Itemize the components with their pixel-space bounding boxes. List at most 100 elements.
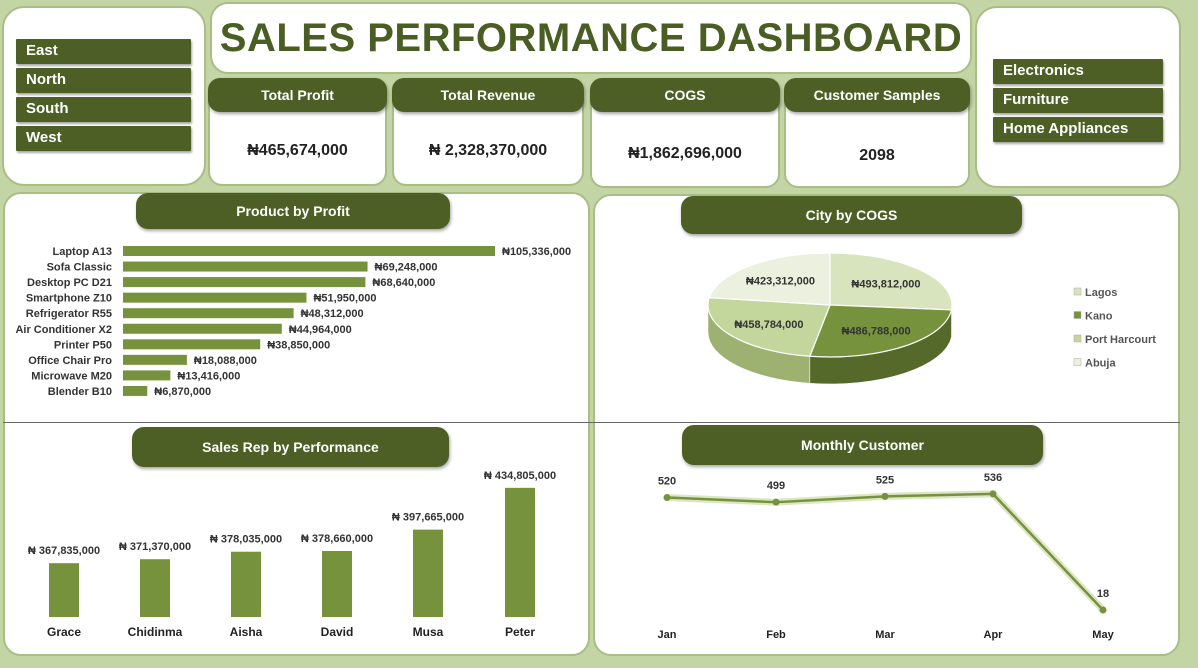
product-label: Sofa Classic	[47, 262, 112, 274]
legend-label[interactable]: Abuja	[1085, 358, 1116, 370]
product-bar[interactable]	[123, 354, 187, 365]
line-value-label: 536	[984, 472, 1002, 484]
line-value-label: 520	[658, 475, 676, 487]
pie-slice[interactable]	[829, 252, 953, 311]
region-button-east[interactable]: East	[16, 39, 191, 64]
kpi-total-revenue: Total Revenue ₦ 2,328,370,000	[392, 78, 584, 186]
region-button-south[interactable]: South	[16, 97, 191, 122]
line-point[interactable]	[1099, 606, 1107, 614]
product-bar[interactable]	[123, 308, 294, 319]
product-bar[interactable]	[123, 385, 148, 396]
rep-value-label: ₦ 371,370,000	[119, 541, 191, 553]
product-bar[interactable]	[123, 277, 366, 288]
product-label: Printer P50	[54, 339, 112, 351]
city-cogs-chart: ₦493,812,000 ₦486,788,000 ₦458,784,000 ₦423…	[707, 252, 1156, 385]
category-button-electronics[interactable]: Electronics	[993, 59, 1163, 84]
rep-name-label: Peter	[505, 625, 535, 639]
region-button-west[interactable]: West	[16, 126, 191, 151]
month-label: May	[1092, 629, 1114, 641]
month-label: Jan	[658, 629, 677, 641]
product-label: Microwave M20	[31, 370, 112, 382]
product-value-label: ₦51,950,000	[313, 293, 376, 305]
product-profit-chart: Laptop A13 ₦105,336,000 Sofa Classic ₦69,24…	[15, 246, 571, 398]
product-value-label: ₦13,416,000	[177, 370, 240, 382]
dashboard-title: SALES PERFORMANCE DASHBOARD	[219, 16, 963, 60]
legend-swatch	[1073, 311, 1082, 319]
region-button-north[interactable]: North	[16, 68, 191, 93]
month-label: Feb	[766, 629, 786, 641]
product-value-label: ₦69,248,000	[375, 262, 438, 274]
kpi-cogs: COGS ₦1,862,696,000	[590, 78, 780, 188]
product-label: Air Conditioner X2	[15, 324, 112, 336]
rep-name-label: Musa	[413, 625, 444, 639]
month-label: Apr	[984, 629, 1004, 641]
product-bar[interactable]	[123, 261, 368, 272]
chart-title-product-profit: Product by Profit	[136, 193, 450, 229]
rep-bar[interactable]	[49, 563, 79, 617]
legend-label[interactable]: Kano	[1085, 311, 1113, 323]
product-label: Blender B10	[48, 386, 112, 398]
kpi-value: ₦ 2,328,370,000	[428, 142, 548, 159]
legend-label[interactable]: Lagos	[1085, 287, 1117, 299]
product-value-label: ₦105,336,000	[502, 246, 571, 258]
series-line	[666, 492, 1104, 611]
kpi-label: Customer Samples	[784, 78, 970, 112]
rep-value-label: ₦ 378,035,000	[210, 534, 282, 546]
product-value-label: ₦6,870,000	[154, 386, 211, 398]
rep-bar[interactable]	[505, 487, 535, 617]
kpi-total-profit: Total Profit ₦465,674,000	[208, 78, 387, 186]
month-label: Mar	[875, 629, 895, 641]
rep-name-label: Grace	[47, 625, 81, 639]
pie-slice[interactable]	[707, 296, 831, 357]
product-bar[interactable]	[123, 292, 307, 303]
product-bar[interactable]	[123, 370, 171, 381]
category-button-home-appliances[interactable]: Home Appliances	[993, 117, 1163, 142]
rep-name-label: David	[321, 625, 354, 639]
kpi-value: ₦465,674,000	[247, 142, 348, 159]
product-value-label: ₦48,312,000	[301, 308, 364, 320]
rep-bar[interactable]	[140, 559, 170, 617]
monthly-customer-chart: 520 Jan 499 Feb 525 Mar 536 Apr 18 May	[658, 472, 1115, 641]
chart-title-monthly-customer: Monthly Customer	[682, 425, 1043, 465]
line-point[interactable]	[663, 493, 671, 501]
kpi-customer-samples: Customer Samples 2098	[784, 78, 970, 188]
kpi-label: COGS	[590, 78, 780, 112]
product-label: Office Chair Pro	[28, 355, 112, 367]
product-bar[interactable]	[123, 323, 282, 334]
product-bar[interactable]	[123, 246, 495, 256]
series-glow	[666, 490, 1106, 613]
rep-value-label: ₦ 434,805,000	[484, 470, 556, 482]
legend-swatch	[1073, 287, 1082, 296]
product-label: Refrigerator R55	[26, 308, 112, 320]
line-value-label: 499	[767, 480, 785, 492]
rep-value-label: ₦ 397,665,000	[392, 512, 464, 524]
product-bar[interactable]	[123, 339, 261, 350]
line-value-label: 18	[1097, 588, 1109, 600]
product-value-label: ₦18,088,000	[194, 355, 257, 367]
legend-swatch	[1073, 358, 1082, 366]
pie-value-label: ₦493,812,000	[851, 278, 920, 290]
rep-bar[interactable]	[231, 551, 261, 617]
pie-slice[interactable]	[808, 304, 953, 358]
product-label: Smartphone Z10	[26, 293, 112, 305]
rep-bar[interactable]	[413, 529, 443, 617]
chart-title-city-cogs: City by COGS	[681, 196, 1022, 234]
pie-slice[interactable]	[708, 252, 831, 306]
product-label: Desktop PC D21	[27, 277, 112, 289]
legend-swatch	[1073, 334, 1082, 343]
legend-label[interactable]: Port Harcourt	[1085, 334, 1156, 346]
kpi-value: 2098	[859, 147, 895, 164]
line-point[interactable]	[772, 498, 780, 506]
pie-value-label: ₦458,784,000	[734, 319, 803, 331]
rep-value-label: ₦ 367,835,000	[28, 545, 100, 557]
rep-bar[interactable]	[322, 551, 352, 617]
category-button-furniture[interactable]: Furniture	[993, 88, 1163, 113]
product-value-label: ₦44,964,000	[289, 324, 352, 336]
pie-value-label: ₦486,788,000	[842, 326, 911, 338]
kpi-label: Total Profit	[208, 78, 387, 112]
kpi-label: Total Revenue	[392, 78, 584, 112]
line-point[interactable]	[989, 490, 997, 498]
line-point[interactable]	[881, 492, 889, 500]
product-value-label: ₦68,640,000	[372, 277, 435, 289]
product-label: Laptop A13	[53, 246, 113, 258]
